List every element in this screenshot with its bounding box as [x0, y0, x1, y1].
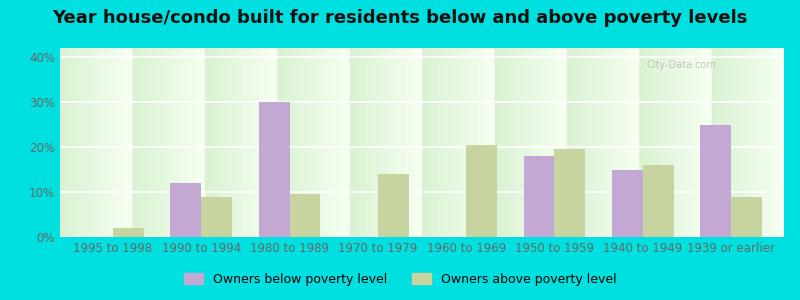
Bar: [523, 156, 554, 237]
Legend: Owners below poverty level, Owners above poverty level: Owners below poverty level, Owners above…: [179, 268, 621, 291]
Bar: [113, 228, 144, 237]
Bar: [290, 194, 321, 237]
Bar: [731, 196, 762, 237]
Bar: [378, 174, 409, 237]
Bar: [554, 149, 586, 237]
Bar: [700, 124, 731, 237]
Bar: [612, 169, 642, 237]
Text: Year house/condo built for residents below and above poverty levels: Year house/condo built for residents bel…: [52, 9, 748, 27]
Bar: [466, 145, 497, 237]
Bar: [642, 165, 674, 237]
Bar: [258, 102, 290, 237]
Bar: [170, 183, 202, 237]
Bar: [202, 196, 232, 237]
Text: City-Data.com: City-Data.com: [646, 60, 716, 70]
